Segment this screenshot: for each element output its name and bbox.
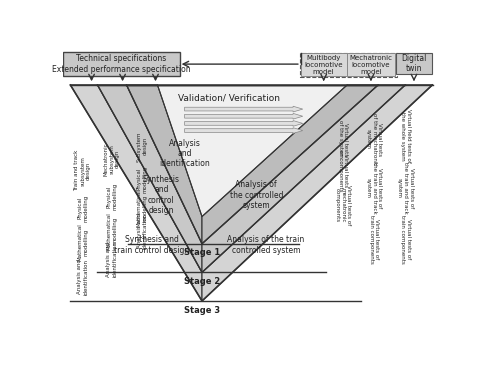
Text: Mathematical
modelling: Mathematical modelling — [106, 212, 117, 250]
Text: Virtual tests
or components: Virtual tests or components — [338, 150, 348, 192]
Text: Virtual field tests of
the whole system: Virtual field tests of the whole system — [400, 109, 411, 163]
Text: Subsystem
design: Subsystem design — [136, 131, 147, 161]
FancyBboxPatch shape — [347, 53, 395, 76]
Text: Technical specifications
Extended performance specification: Technical specifications Extended perfor… — [52, 54, 190, 74]
Text: Stage 1: Stage 1 — [184, 248, 220, 257]
Text: Train and track
subsystem
design: Train and track subsystem design — [74, 150, 91, 191]
Text: Mechatronic
subsystem
design: Mechatronic subsystem design — [104, 142, 120, 176]
Text: Multibody
locomotive
model: Multibody locomotive model — [304, 55, 343, 75]
FancyArrow shape — [184, 113, 303, 119]
Text: Analysis and
identification: Analysis and identification — [106, 241, 117, 278]
Text: Virtual tests
of the mechatronic
system: Virtual tests of the mechatronic system — [366, 113, 382, 165]
Polygon shape — [98, 85, 202, 272]
Text: Analysis of the train
controlled system: Analysis of the train controlled system — [228, 235, 304, 255]
Text: Virtual tests of
the train and track
system: Virtual tests of the train and track sys… — [397, 162, 413, 214]
FancyBboxPatch shape — [301, 53, 347, 76]
Polygon shape — [126, 85, 202, 244]
Text: Stage 2: Stage 2 — [184, 277, 220, 286]
Text: Analysis and
identification: Analysis and identification — [136, 213, 147, 249]
Text: Mathematical
modelling: Mathematical modelling — [77, 224, 88, 261]
Text: Analysis
and
identification: Analysis and identification — [159, 139, 210, 169]
Text: Mechatronic
locomotive
model: Mechatronic locomotive model — [350, 55, 393, 75]
Text: Physical
modelling: Physical modelling — [106, 183, 117, 210]
Text: Physical
modelling: Physical modelling — [136, 166, 147, 193]
FancyBboxPatch shape — [64, 52, 180, 76]
Text: Analysis and
identification: Analysis and identification — [77, 259, 88, 295]
Text: Validation/ Verification: Validation/ Verification — [178, 93, 280, 102]
Polygon shape — [202, 85, 432, 301]
FancyArrow shape — [184, 121, 303, 126]
Polygon shape — [202, 85, 378, 244]
Text: Synthesis and
train control design: Synthesis and train control design — [114, 235, 189, 255]
Polygon shape — [202, 85, 406, 272]
Text: Virtual tests
of the system: Virtual tests of the system — [338, 120, 348, 158]
FancyBboxPatch shape — [396, 53, 432, 74]
Text: Digital
twin: Digital twin — [402, 54, 426, 73]
Polygon shape — [70, 85, 202, 301]
Polygon shape — [158, 85, 348, 217]
Text: Mathematical
modelling: Mathematical modelling — [136, 189, 147, 227]
FancyArrow shape — [184, 106, 303, 112]
Text: Stage 3: Stage 3 — [184, 306, 220, 315]
Text: Virtual tests of
mechatronic
components: Virtual tests of mechatronic components — [335, 185, 351, 225]
Text: Virtual tests of
the train and track
system: Virtual tests of the train and track sys… — [366, 162, 382, 214]
FancyArrow shape — [184, 128, 303, 134]
Text: Synthesis
and
control
design: Synthesis and control design — [143, 175, 180, 215]
Text: Analysis of
the controlled
system: Analysis of the controlled system — [230, 180, 283, 210]
Text: Physical
modelling: Physical modelling — [77, 194, 88, 222]
Text: Virtual tests of
train components: Virtual tests of train components — [368, 215, 380, 264]
Text: Virtual tests of
train components: Virtual tests of train components — [400, 215, 411, 264]
